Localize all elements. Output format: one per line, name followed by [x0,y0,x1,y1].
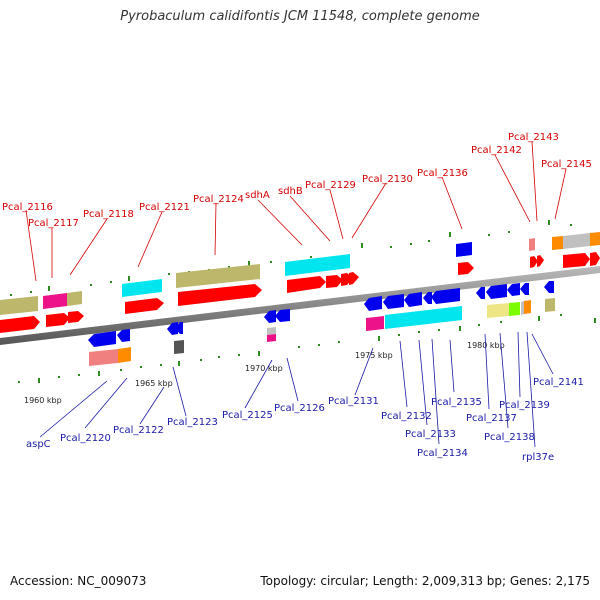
gene-arrow [486,284,507,299]
gene-bar [487,303,509,318]
gene-label: Pcal_2145 [541,159,592,170]
gene-arrow [458,262,474,275]
gene-label: Pcal_2137 [466,413,517,424]
gene-arrow [175,322,183,334]
gene-bar [118,347,131,363]
gene-label: Pcal_2121 [139,202,190,213]
gene-arrow [590,252,600,266]
gene-arrow [125,298,164,314]
gene-arrow [364,296,382,311]
scale-ticks-top [48,220,550,291]
kbp-label-1975: 1975 kbp [355,351,393,360]
kbp-label-1965: 1965 kbp [135,379,173,388]
gene-label: Pcal_2141 [533,377,584,388]
gene-label: Pcal_2134 [417,448,468,459]
gene-bar [43,293,67,309]
gene-bar [385,306,462,329]
gene-label: Pcal_2138 [484,432,535,443]
gene-arrow [287,276,326,293]
gene-label: Pcal_2122 [113,425,164,436]
gene-arrow [404,292,422,307]
gene-bar [67,291,82,306]
scale-ticks-bottom [38,316,596,383]
gene-bar [521,301,524,315]
gene-bar [529,238,535,251]
gene-arrow [537,255,544,267]
gene-arrow [88,331,116,347]
gene-arrow [530,256,538,268]
map-title: Pyrobaculum calidifontis JCM 11548, comp… [120,9,480,24]
gene-arrow [0,316,40,333]
forward-genes [0,232,600,333]
gene-arrow [544,281,554,293]
gene-label: Pcal_2118 [83,209,134,220]
kbp-label-1970: 1970 kbp [245,364,283,373]
gene-bar [524,300,531,314]
gene-label: sdhB [278,186,303,197]
gene-arrow [476,287,485,299]
gene-bar [267,334,276,342]
gene-label: Pcal_2125 [222,410,273,421]
gene-label: Pcal_2131 [328,396,379,407]
gene-arrow [275,309,290,322]
accession-text: Accession: NC_009073 [10,574,147,588]
gene-bar [285,254,350,276]
gene-bar [366,316,384,331]
gene-label: Pcal_2133 [405,429,456,440]
gene-label: Pcal_2130 [362,174,413,185]
gene-label: Pcal_2116 [2,202,53,213]
gene-label: Pcal_2139 [499,400,550,411]
gene-arrow [507,283,520,296]
gene-label: Pcal_2136 [417,168,468,179]
top-gene-labels: Pcal_2116 Pcal_2117 Pcal_2118 Pcal_2121 … [2,132,592,229]
gene-label: Pcal_2135 [431,397,482,408]
gene-label: Pcal_2143 [508,132,559,143]
gene-label: Pcal_2123 [167,417,218,428]
gene-bar [509,302,520,316]
gene-arrow [383,294,404,309]
kbp-label-1960: 1960 kbp [24,396,62,405]
gene-label: Pcal_2126 [274,403,325,414]
gene-label: Pcal_2142 [471,145,522,156]
gene-label: aspC [26,439,51,450]
gene-bar [545,298,555,312]
gene-label: rpl37e [522,452,554,463]
gene-arrow [326,275,343,288]
gene-bar [89,349,118,366]
gene-label: Pcal_2129 [305,180,356,191]
leader-lines-top [25,141,567,282]
gene-arrow [167,322,178,335]
gene-label: Pcal_2124 [193,194,244,205]
gene-arrow [68,311,84,323]
gene-arrow [520,283,529,295]
leader-lines-bottom [39,331,554,448]
reverse-genes [88,281,555,366]
gene-bar [174,340,184,354]
gene-bar [563,233,590,249]
gene-arrow [563,253,590,268]
gene-arrow [178,284,262,306]
gene-arrow [46,313,70,327]
gene-bar [122,279,162,297]
gene-bar [552,236,563,250]
gene-bar [590,232,600,246]
gene-arrow [117,329,130,342]
topology-summary: Topology: circular; Length: 2,009,313 bp… [260,574,590,588]
gene-label: Pcal_2132 [381,411,432,422]
genome-backbone [0,266,600,345]
gene-label: sdhA [245,190,270,201]
scale-dots-bottom [18,314,562,383]
bottom-gene-labels: aspC Pcal_2120 Pcal_2122 Pcal_2123 Pcal_… [26,377,584,463]
gene-bar [267,327,276,335]
gene-arrow [264,310,276,323]
gene-bar [176,264,260,288]
gene-bar [0,296,38,315]
gene-arrow [431,288,460,304]
gene-label: Pcal_2120 [60,433,111,444]
gene-arrow [423,292,432,304]
gene-arrow [349,272,359,285]
gene-bar [456,242,472,257]
gene-label: Pcal_2117 [28,218,79,229]
